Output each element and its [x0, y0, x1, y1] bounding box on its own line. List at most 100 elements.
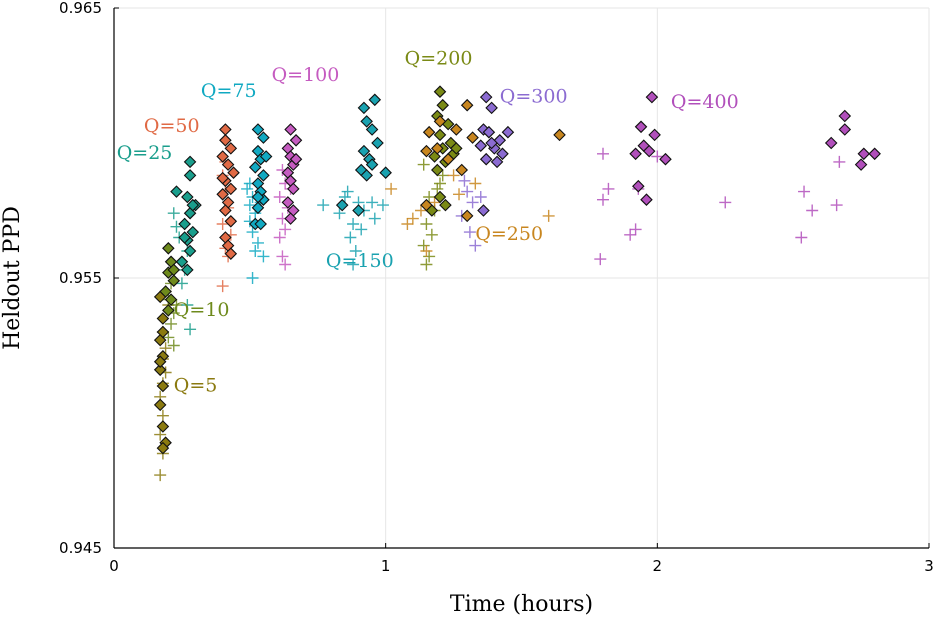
plus-point	[629, 223, 642, 236]
diamond-point	[178, 231, 191, 244]
diamond-point	[287, 182, 300, 196]
diamond-point	[153, 398, 167, 412]
diamond-point	[164, 293, 178, 306]
plus-point	[806, 204, 819, 217]
diamond-point	[156, 325, 170, 339]
plus-point	[355, 223, 368, 236]
q-label: Q=75	[201, 80, 257, 102]
plus-point	[257, 250, 270, 263]
diamond-point	[485, 101, 498, 115]
diamond-point	[455, 163, 469, 177]
diamond-point	[227, 166, 240, 179]
plus-point	[425, 228, 438, 241]
plus-point	[317, 199, 330, 212]
plus-point	[184, 323, 197, 336]
diamond-point	[360, 169, 373, 182]
diamond-point	[257, 169, 270, 182]
plus-point	[341, 185, 354, 198]
x-axis-title: Time (hours)	[450, 592, 593, 617]
series-q-75	[241, 177, 270, 284]
plus-point	[423, 191, 436, 203]
plus-point	[243, 199, 256, 212]
diamond-point	[153, 355, 167, 368]
diamond-point	[216, 188, 229, 201]
diamond-point	[433, 115, 447, 128]
plus-point	[431, 182, 444, 195]
diamond-point	[659, 152, 672, 166]
plus-point	[417, 239, 430, 252]
plus-point	[420, 258, 433, 271]
diamond-point	[460, 209, 474, 223]
plus-point	[602, 182, 615, 195]
plus-point	[170, 220, 183, 233]
diamond-point	[365, 123, 379, 136]
plus-point	[469, 177, 482, 190]
diamond-point	[450, 123, 463, 136]
diamond-point	[251, 123, 265, 136]
plus-point	[420, 218, 433, 230]
diamond-point	[371, 136, 384, 150]
plus-point	[165, 317, 178, 330]
diamond-point	[357, 144, 371, 158]
plus-point	[594, 253, 607, 266]
diamond-point	[436, 98, 449, 112]
plus-point	[719, 196, 732, 209]
plus-point	[542, 209, 555, 222]
plus-point	[447, 169, 460, 182]
axes	[113, 7, 930, 549]
diamond-point	[490, 155, 504, 169]
diamond-point	[553, 128, 566, 142]
plus-point	[795, 231, 808, 244]
diamond-point	[838, 123, 852, 136]
plus-point	[156, 409, 169, 422]
diamond-point	[857, 147, 871, 161]
diamond-point	[477, 123, 490, 136]
diamond-point	[159, 285, 172, 298]
q-label: Q=100	[272, 64, 340, 86]
diamond-point	[357, 101, 371, 115]
diamond-point	[183, 155, 197, 169]
series-q-5-diamonds	[153, 290, 172, 455]
plus-point	[624, 228, 637, 241]
plus-point	[436, 169, 449, 182]
diamond-point	[216, 150, 229, 163]
plus-point	[338, 191, 351, 203]
diamond-point	[439, 198, 452, 212]
diamond-point	[854, 158, 868, 171]
plus-point	[401, 218, 414, 230]
series-q-400-diamonds	[629, 90, 881, 206]
plus-point	[376, 199, 389, 212]
diamond-point	[482, 125, 496, 139]
diamond-point	[479, 152, 493, 166]
plus-point	[279, 258, 292, 271]
diamond-point	[186, 198, 200, 212]
data-marks	[153, 85, 881, 482]
diamond-point	[474, 139, 488, 152]
plus-point	[463, 226, 476, 239]
diamond-point	[431, 142, 444, 155]
diamond-point	[224, 215, 238, 228]
plus-point	[251, 236, 264, 249]
plus-point	[347, 218, 360, 230]
diamond-point	[162, 242, 175, 255]
q-label: Q=50	[144, 115, 200, 137]
diamond-point	[170, 185, 183, 198]
diamond-point	[431, 163, 444, 177]
plus-point	[417, 158, 430, 171]
series-q-250-diamonds	[420, 98, 566, 223]
diamond-point	[175, 255, 189, 269]
diamond-point	[162, 304, 175, 317]
diamond-point	[441, 152, 455, 166]
plus-point	[154, 469, 167, 482]
diamond-point	[257, 131, 270, 144]
diamond-point	[181, 190, 194, 204]
plus-point	[175, 277, 188, 290]
diamond-point	[289, 134, 303, 147]
diamond-point	[183, 169, 197, 182]
q-annotations: Q=5 Q=10 Q=25 Q=50Q=75 Q=100 Q=150 Q=200 Q=250 Q…	[117, 48, 739, 397]
plus-point	[349, 245, 362, 257]
series-q-150-diamonds	[335, 93, 392, 217]
q-label: Q=300	[500, 86, 568, 108]
diamond-point	[335, 198, 349, 212]
